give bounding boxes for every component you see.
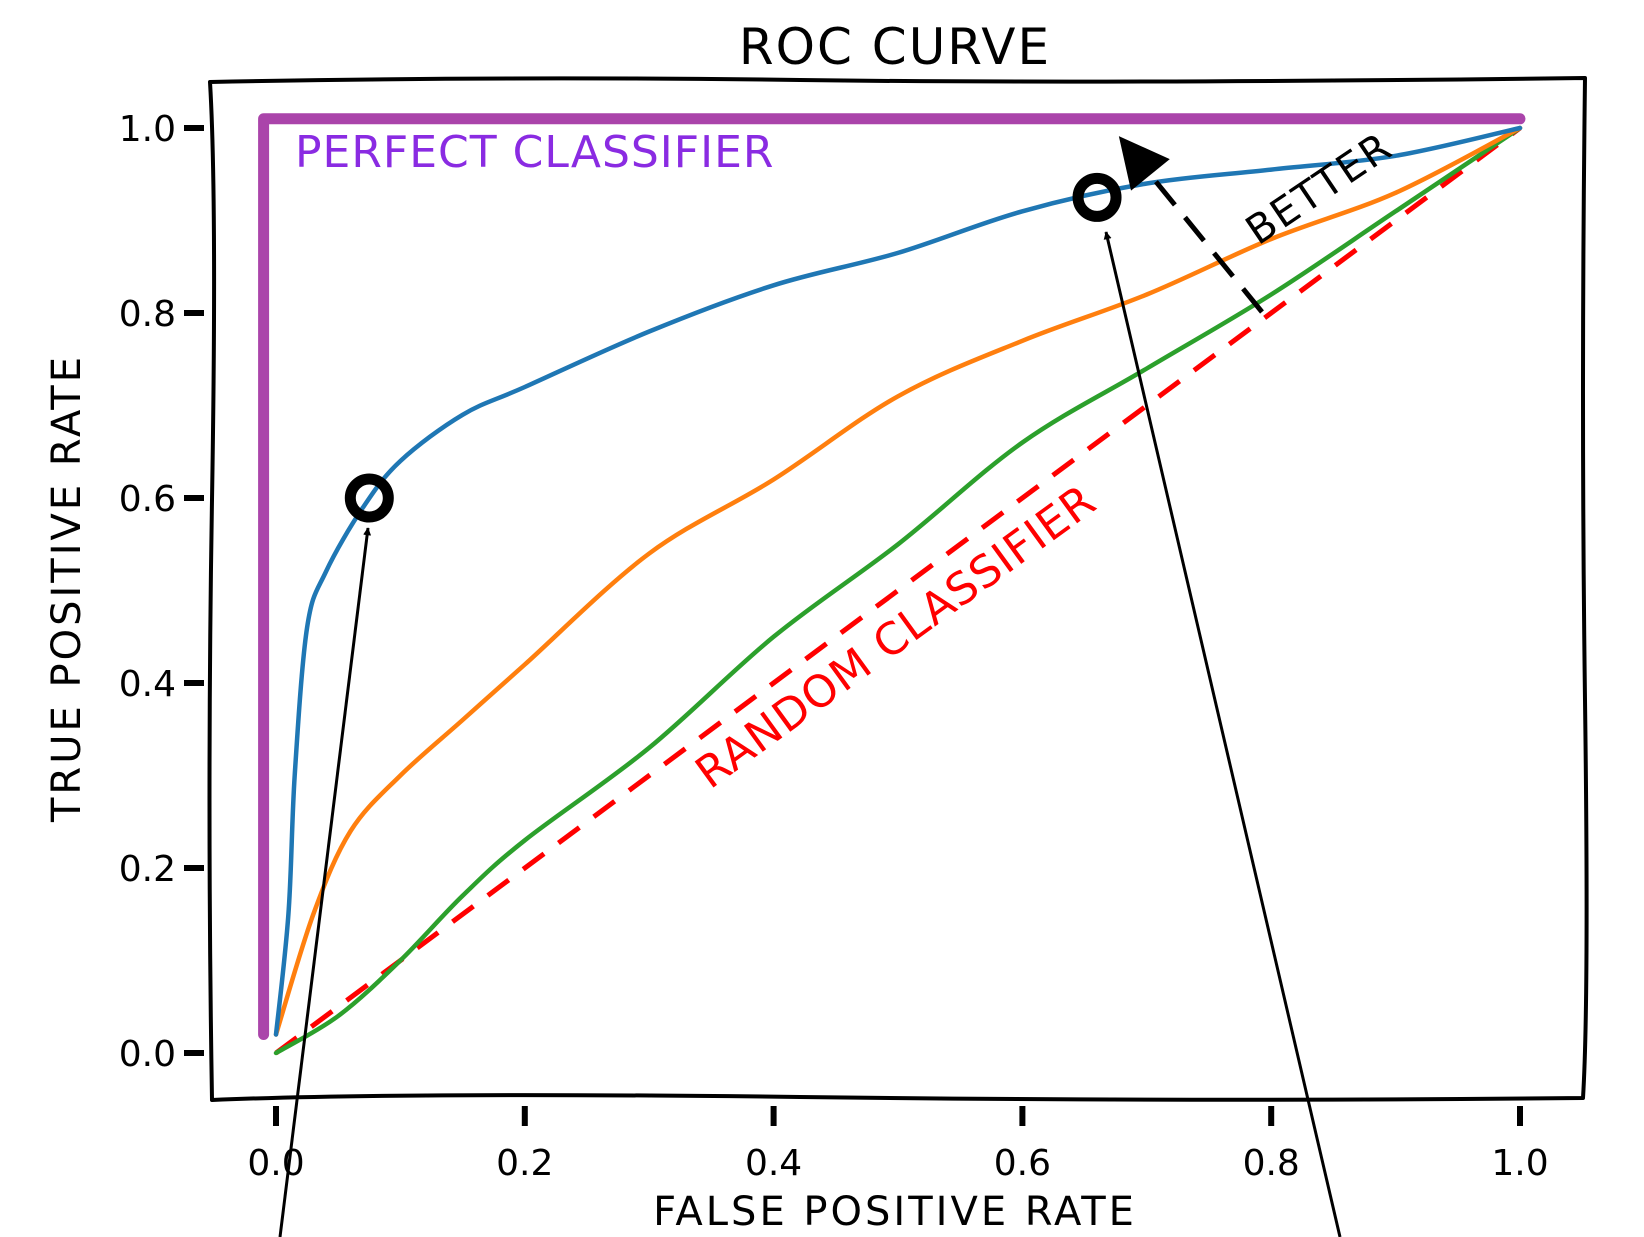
threshold-point-low bbox=[344, 473, 394, 523]
x-tick-label: 0.4 bbox=[745, 1143, 802, 1184]
threshold-point-high bbox=[1072, 172, 1122, 222]
marker-layer bbox=[344, 172, 1122, 523]
x-tick-label: 1.0 bbox=[1491, 1143, 1548, 1184]
orange-series-line bbox=[273, 125, 1523, 1037]
green-series-line bbox=[273, 125, 1523, 1056]
x-tick-label: 0.6 bbox=[994, 1143, 1051, 1184]
y-tick-label: 0.6 bbox=[119, 479, 176, 520]
plot-frame bbox=[207, 76, 1589, 1102]
pointer-line-high bbox=[1103, 231, 1342, 1237]
perfect-classifier-label: PERFECT CLASSIFIER bbox=[295, 127, 774, 178]
series-layer bbox=[258, 113, 1526, 1056]
x-axis-label: FALSE POSITIVE RATE bbox=[653, 1189, 1137, 1235]
y-tick-label: 0.2 bbox=[119, 849, 176, 890]
chart-title: ROC CURVE bbox=[739, 18, 1051, 76]
random-series-line bbox=[274, 125, 1522, 1056]
y-axis-ticks: 0.0 0.2 0.4 0.6 0.8 1.0 bbox=[119, 109, 204, 1075]
x-tick-label: 0.0 bbox=[247, 1143, 304, 1184]
y-tick-label: 0.0 bbox=[119, 1034, 176, 1075]
y-tick-label: 1.0 bbox=[119, 109, 176, 150]
random-classifier-label: RANDOM CLASSIFIER bbox=[686, 475, 1105, 799]
x-axis-ticks: 0.0 0.2 0.4 0.6 0.8 1.0 bbox=[247, 1106, 1549, 1184]
perfect-series-line bbox=[258, 113, 1526, 1040]
blue-series-line bbox=[273, 125, 1523, 1037]
pointer-line-low bbox=[278, 527, 372, 1237]
y-tick-label: 0.4 bbox=[119, 664, 176, 705]
better-arrow bbox=[1118, 136, 1264, 314]
x-tick-label: 0.8 bbox=[1243, 1143, 1300, 1184]
x-tick-label: 0.2 bbox=[496, 1143, 553, 1184]
y-tick-label: 0.8 bbox=[119, 294, 176, 335]
y-axis-label: TRUE POSITIVE RATE bbox=[44, 354, 90, 823]
